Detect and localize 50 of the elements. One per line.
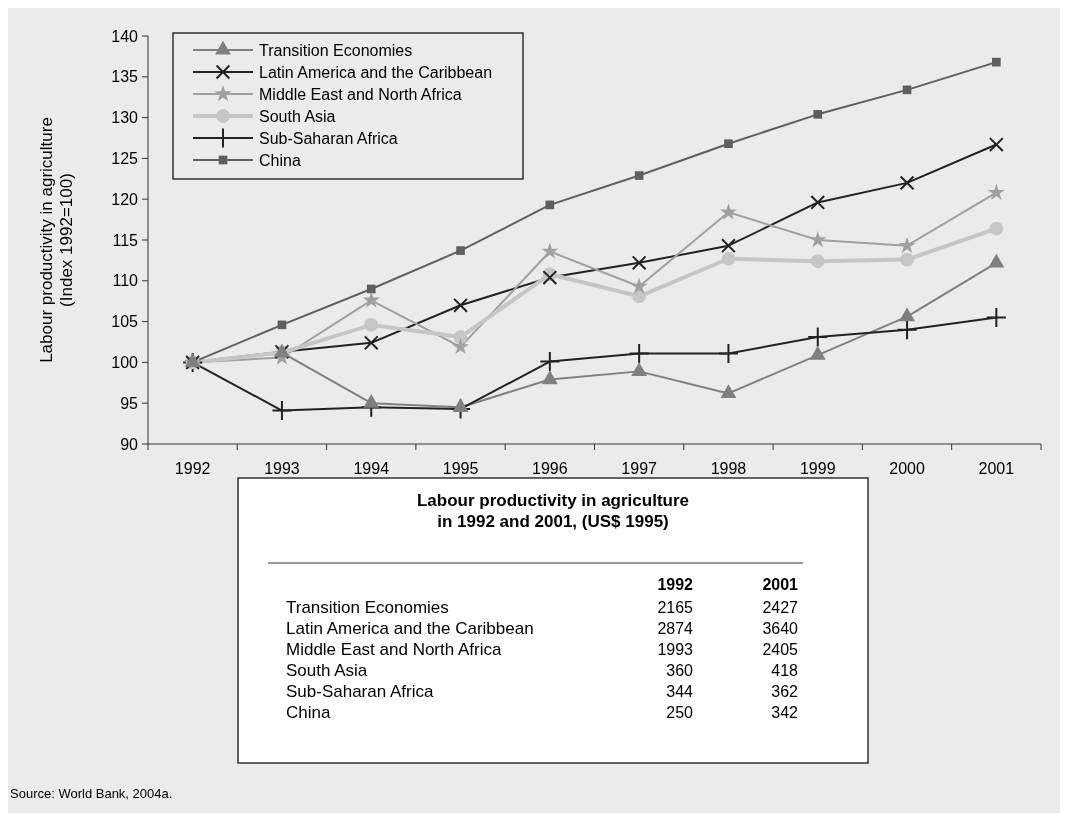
data-label: 3640 [762, 620, 799, 637]
data-label: 362 [771, 683, 799, 700]
category-label: Sub-Saharan Africa [286, 682, 434, 701]
data-label: 2427 [762, 599, 799, 616]
y-tick-label: 100 [111, 354, 139, 371]
legend-label: Middle East and North Africa [259, 85, 462, 103]
y-tick-label: 110 [112, 272, 139, 290]
legend-label: China [259, 151, 301, 169]
y-tick-label: 90 [120, 435, 139, 453]
legend-label: South Asia [259, 107, 336, 125]
x-tick-label: 1999 [799, 460, 836, 477]
legend-label: Transition Economies [259, 41, 413, 59]
legend-label: Sub-Saharan Africa [259, 129, 398, 147]
x-tick-label: 1994 [353, 460, 390, 477]
y-axis-title: Labour productivity in agriculture (Index 1992=100) [37, 117, 76, 363]
text: 2001 [762, 576, 799, 593]
data-label: 344 [666, 683, 694, 700]
y-tick-label: 140 [111, 27, 139, 45]
data-label: 342 [771, 704, 799, 721]
source-note: Source: World Bank, 2004a. [10, 786, 173, 801]
x-tick-label: 1995 [442, 460, 479, 477]
y-tick-label: 125 [111, 150, 139, 167]
data-label: 1993 [657, 641, 694, 658]
y-tick-label: 95 [120, 394, 139, 412]
data-label: 2405 [762, 641, 799, 658]
y-tick-label: 105 [111, 313, 139, 331]
legend-label: Latin America and the Caribbean [259, 63, 493, 81]
category-label: Latin America and the Caribbean [286, 619, 534, 638]
data-label: 2165 [657, 599, 694, 616]
x-tick-label: 1998 [710, 460, 747, 477]
data-label: 360 [666, 662, 694, 679]
x-tick-label: 1996 [532, 460, 568, 477]
data-label: 2874 [657, 620, 694, 637]
x-tick-label: 1993 [264, 460, 300, 477]
y-tick-label: 135 [111, 68, 139, 86]
series-label: 1992 [657, 576, 694, 593]
data-label: 250 [666, 704, 694, 721]
x-tick-label: 1992 [174, 460, 211, 477]
x-tick-label: 2001 [978, 460, 1015, 477]
text: Labour productivity in agriculture in 1992 and 2001, (US$ 1995) [416, 491, 690, 531]
category-label: Middle East and North Africa [286, 640, 502, 659]
y-tick-label: 130 [111, 109, 139, 127]
category-label: Transition Economies [286, 598, 449, 617]
y-tick-label: 115 [112, 231, 139, 249]
x-tick-label: 1997 [621, 460, 658, 477]
data-label: 418 [771, 662, 799, 679]
category-label: South Asia [286, 661, 368, 680]
x-tick-label: 2000 [889, 460, 925, 477]
y-tick-label: 120 [111, 190, 139, 208]
category-label: China [286, 703, 331, 722]
